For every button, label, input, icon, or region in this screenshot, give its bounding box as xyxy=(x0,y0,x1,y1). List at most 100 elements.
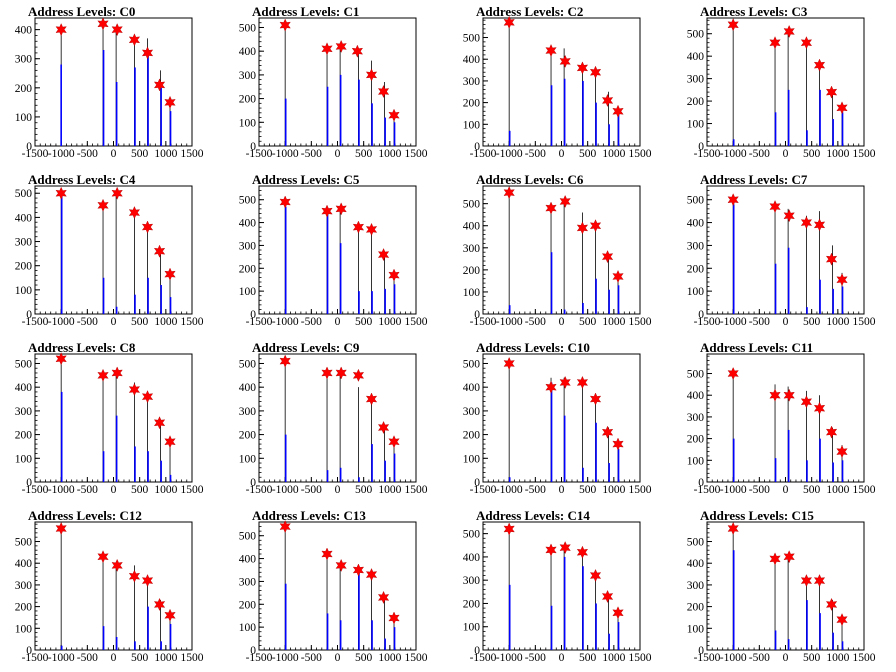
chart-panel-c11: Address Levels: C11 0 100 200 300 400 500 -1500… xyxy=(672,336,896,504)
chart-svg: 0 100 200 300 400 500 -1500 -1000 -500 0 500 1000 15… xyxy=(687,521,876,664)
chart-title: Address Levels: C12 xyxy=(28,508,142,523)
x-tick-label: -500 xyxy=(77,316,98,328)
peak-marker xyxy=(365,222,378,236)
peak-marker xyxy=(800,216,813,230)
plot-frame xyxy=(706,521,865,651)
y-tick-label: 200 xyxy=(15,430,33,442)
plot-frame xyxy=(34,185,193,315)
peak-marker xyxy=(164,95,176,109)
y-tick-label: 200 xyxy=(239,94,257,106)
x-tick-label: -500 xyxy=(749,484,770,496)
peak-marker xyxy=(352,563,365,577)
x-tick-label: 500 xyxy=(355,148,373,160)
y-tick-label: 0 xyxy=(250,477,256,489)
chart-title: Address Levels: C3 xyxy=(700,4,808,19)
peak-marker xyxy=(612,269,624,283)
peak-marker xyxy=(589,392,602,406)
y-tick-label: 300 xyxy=(687,412,705,424)
x-tick-label: -1500 xyxy=(22,484,49,496)
x-tick-label: -1500 xyxy=(246,484,273,496)
x-tick-label: -1500 xyxy=(22,316,49,328)
peak-marker xyxy=(377,420,390,434)
chart-title: Address Levels: C5 xyxy=(252,172,360,187)
x-tick-label: 1500 xyxy=(629,316,652,328)
y-tick-label: 300 xyxy=(15,237,33,249)
y-tick-label: 200 xyxy=(15,83,33,95)
x-tick-label: 500 xyxy=(131,652,149,664)
x-tick-label: -500 xyxy=(301,484,322,496)
x-tick-label: -500 xyxy=(301,148,322,160)
x-tick-label: -1000 xyxy=(48,652,75,664)
y-tick-label: 300 xyxy=(239,576,257,588)
peak-marker xyxy=(601,425,614,439)
y-tick-label: 0 xyxy=(474,645,480,657)
x-tick-label: 1500 xyxy=(629,484,652,496)
y-tick-label: 400 xyxy=(463,221,481,233)
peak-marker xyxy=(503,186,515,200)
x-tick-label: -1000 xyxy=(272,316,299,328)
y-tick-label: 100 xyxy=(239,453,257,465)
peak-marker xyxy=(769,388,781,402)
peak-marker xyxy=(727,193,739,207)
y-tick-label: 300 xyxy=(239,406,257,418)
x-tick-label: 1000 xyxy=(602,316,625,328)
y-tick-label: 500 xyxy=(239,195,257,207)
peak-marker xyxy=(128,206,141,220)
x-tick-label: 0 xyxy=(335,484,341,496)
chart-title: Address Levels: C15 xyxy=(700,508,814,523)
plot-frame xyxy=(34,353,193,483)
y-tick-label: 500 xyxy=(687,537,705,549)
chart-panel-c15: Address Levels: C15 0 100 200 300 400 500 -1500… xyxy=(672,504,896,672)
peak-marker xyxy=(769,36,781,50)
x-tick-label: 0 xyxy=(783,652,789,664)
y-tick-label: 500 xyxy=(239,358,257,370)
y-tick-label: 500 xyxy=(687,195,705,207)
y-tick-label: 400 xyxy=(239,218,257,230)
y-tick-label: 0 xyxy=(698,477,704,489)
y-tick-label: 200 xyxy=(239,599,257,611)
x-tick-label: -1500 xyxy=(470,484,497,496)
y-tick-label: 0 xyxy=(698,309,704,321)
y-tick-label: 0 xyxy=(26,141,32,153)
y-tick-label: 300 xyxy=(463,243,481,255)
chart-panel-c2: Address Levels: C2 0 100 200 300 400 500 -1500-… xyxy=(448,0,672,168)
y-tick-label: 400 xyxy=(239,382,257,394)
peak-marker xyxy=(365,392,378,406)
peak-marker xyxy=(825,425,838,439)
x-tick-label: 0 xyxy=(111,148,117,160)
x-tick-label: 0 xyxy=(559,484,565,496)
chart-title: Address Levels: C10 xyxy=(476,340,590,355)
x-tick-label: 1500 xyxy=(629,148,652,160)
peak-marker xyxy=(55,186,67,200)
chart-panel-c4: Address Levels: C4 0 100 200 300 400 500 -1500-… xyxy=(0,168,224,336)
y-tick-label: 200 xyxy=(687,434,705,446)
chart-svg: 0 100 200 300 400 500 -1500 -1000 -500 0 500 1000 15… xyxy=(239,353,428,496)
peak-marker xyxy=(727,367,739,381)
peak-marker xyxy=(813,401,826,415)
chart-title: Address Levels: C6 xyxy=(476,172,584,187)
x-tick-label: 1500 xyxy=(405,316,428,328)
peak-marker xyxy=(141,574,154,588)
x-tick-label: 1500 xyxy=(181,484,204,496)
peak-marker xyxy=(335,366,347,380)
peak-marker xyxy=(111,23,123,37)
y-tick-label: 400 xyxy=(687,51,705,63)
peak-marker xyxy=(813,574,826,588)
peak-marker xyxy=(279,195,291,209)
y-tick-label: 200 xyxy=(463,430,481,442)
chart-panel-c14: Address Levels: C14 0 100 200 300 400 500 -1500… xyxy=(448,504,672,672)
chart-title: Address Levels: C7 xyxy=(700,172,808,187)
x-tick-label: 0 xyxy=(335,652,341,664)
peak-marker xyxy=(601,250,614,264)
x-tick-label: -500 xyxy=(525,484,546,496)
x-tick-label: 1000 xyxy=(826,652,849,664)
peak-marker xyxy=(335,202,347,216)
y-tick-label: 100 xyxy=(687,623,705,635)
x-tick-label: 500 xyxy=(355,652,373,664)
peak-marker xyxy=(576,375,589,389)
chart-title: Address Levels: C0 xyxy=(28,4,136,19)
chart-panel-c3: Address Levels: C3 0 100 200 300 400 500 -1500-… xyxy=(672,0,896,168)
plot-frame xyxy=(258,353,417,483)
y-tick-label: 200 xyxy=(687,263,705,275)
y-tick-label: 100 xyxy=(687,119,705,131)
